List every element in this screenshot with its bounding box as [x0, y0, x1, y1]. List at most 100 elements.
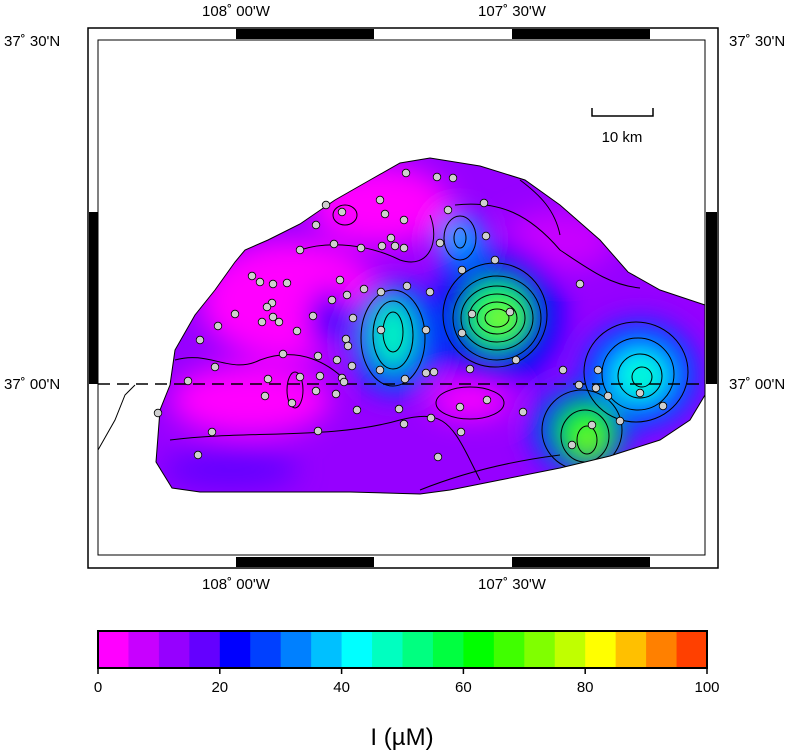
sample-point: [377, 241, 387, 251]
lat-label-right-south: 37˚ 00'N: [729, 376, 785, 393]
concentration-field: [156, 158, 705, 494]
sample-point: [153, 408, 163, 418]
frame-tick-bottom-1: [236, 557, 374, 567]
sample-point: [394, 404, 404, 414]
sample-point: [386, 233, 396, 243]
sample-point: [456, 427, 466, 437]
sample-point: [574, 380, 584, 390]
sample-point: [213, 321, 223, 331]
colorbar-bin: [402, 631, 434, 668]
sample-point: [359, 284, 369, 294]
sample-point: [375, 195, 385, 205]
sample-point: [435, 238, 445, 248]
colorbar: 0 20 40 60 80 100 I (µM): [94, 630, 720, 751]
sample-point: [210, 362, 220, 372]
colorbar-bin: [189, 631, 221, 668]
sample-point: [263, 374, 273, 384]
sample-point: [511, 355, 521, 365]
map-frame: [87, 27, 719, 569]
sample-point: [183, 376, 193, 386]
colorbar-bin: [372, 631, 403, 668]
sample-point: [348, 313, 358, 323]
colorbar-bin: [615, 631, 647, 668]
sample-point: [356, 243, 366, 253]
sample-point: [260, 391, 270, 401]
sample-point: [399, 243, 409, 253]
sample-point: [292, 326, 302, 336]
sample-point: [575, 279, 585, 289]
colorbar-bin: [493, 631, 525, 668]
sample-point: [313, 351, 323, 361]
scale-bar: 10 km: [591, 108, 654, 146]
frame-tick-right: [706, 212, 717, 384]
frame-tick-bottom-2: [512, 557, 650, 567]
lat-label-left-south: 37˚ 00'N: [4, 376, 60, 393]
sample-point: [421, 368, 431, 378]
sample-point: [376, 287, 386, 297]
colorbar-title: I (µM): [370, 724, 433, 751]
colorbar-bin: [646, 631, 678, 668]
colorbar-tick-label: 20: [211, 679, 228, 696]
colorbar-tick-label: 60: [455, 679, 472, 696]
colorbar-bin: [98, 631, 129, 668]
colorbar-bin: [585, 631, 617, 668]
colorbar-ticks: 0 20 40 60 80 100: [94, 668, 720, 696]
sample-point: [230, 309, 240, 319]
sample-point: [402, 281, 412, 291]
sample-point: [593, 365, 603, 375]
lon-label-bottom-east: 107˚ 30'W: [478, 576, 547, 593]
colorbar-bin: [128, 631, 160, 668]
colorbar-bin: [676, 631, 708, 668]
sample-point: [467, 309, 477, 319]
boundary-line: [97, 384, 136, 451]
sample-point: [321, 200, 331, 210]
sample-point: [327, 295, 337, 305]
scale-bar-label: 10 km: [602, 129, 643, 146]
sample-point: [342, 290, 352, 300]
sample-point: [341, 334, 351, 344]
sample-point: [421, 325, 431, 335]
sample-point: [295, 245, 305, 255]
sample-point: [193, 450, 203, 460]
lon-label-top-west: 108˚ 00'W: [202, 3, 271, 20]
sample-point: [278, 349, 288, 359]
sample-point: [443, 205, 453, 215]
sample-point: [352, 405, 362, 415]
sample-point: [257, 317, 267, 327]
sample-point: [268, 279, 278, 289]
sample-point: [401, 168, 411, 178]
sample-point: [295, 372, 305, 382]
frame-tick-top-1: [236, 29, 374, 39]
sample-point: [481, 231, 491, 241]
colorbar-tick-label: 100: [694, 679, 719, 696]
sample-point: [426, 413, 436, 423]
sample-point: [457, 265, 467, 275]
sample-point: [433, 452, 443, 462]
lon-label-bottom-west: 108˚ 00'W: [202, 576, 271, 593]
sample-point: [635, 388, 645, 398]
sample-point: [262, 302, 272, 312]
sample-point: [399, 419, 409, 429]
sample-point: [400, 374, 410, 384]
sample-point: [255, 277, 265, 287]
colorbar-bin: [524, 631, 556, 668]
sample-point: [347, 361, 357, 371]
sample-point: [587, 420, 597, 430]
sample-point: [425, 287, 435, 297]
sample-point: [465, 364, 475, 374]
sample-point: [335, 275, 345, 285]
sample-point: [432, 172, 442, 182]
sample-point: [339, 377, 349, 387]
frame-tick-left: [89, 212, 98, 384]
sample-point: [207, 427, 217, 437]
frame-tick-top-2: [512, 29, 650, 39]
sample-point: [448, 173, 458, 183]
sample-point: [479, 198, 489, 208]
lat-label-left-north: 37˚ 30'N: [4, 33, 60, 50]
sample-point: [490, 255, 500, 265]
sample-point: [615, 416, 625, 426]
sample-point: [308, 311, 318, 321]
lat-label-right-north: 37˚ 30'N: [729, 33, 785, 50]
sample-point: [313, 426, 323, 436]
sample-point: [337, 207, 347, 217]
